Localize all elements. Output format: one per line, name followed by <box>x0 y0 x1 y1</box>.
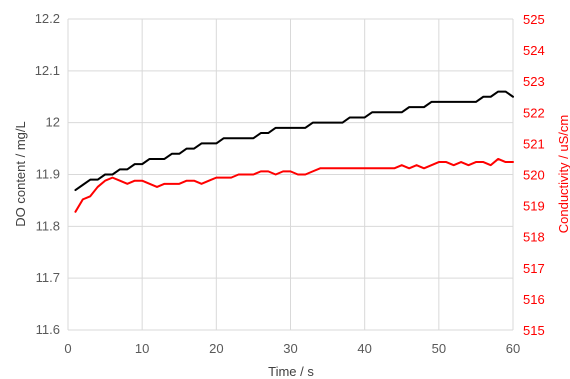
right-tick-label: 515 <box>523 323 545 338</box>
left-tick-label: 12.1 <box>35 63 60 78</box>
right-tick-label: 519 <box>523 199 545 214</box>
x-tick-label: 50 <box>432 341 446 356</box>
x-tick-label: 10 <box>135 341 149 356</box>
x-tick-label: 30 <box>283 341 297 356</box>
right-tick-label: 520 <box>523 168 545 183</box>
x-tick-label: 60 <box>506 341 520 356</box>
right-tick-label: 516 <box>523 292 545 307</box>
right-tick-label: 517 <box>523 261 545 276</box>
right-tick-label: 523 <box>523 74 545 89</box>
x-tick-label: 20 <box>209 341 223 356</box>
right-tick-label: 518 <box>523 230 545 245</box>
left-tick-label: 12.2 <box>35 11 60 26</box>
left-tick-label: 11.8 <box>36 218 60 233</box>
left-tick-label: 11.6 <box>36 322 60 337</box>
conductivity-series-line <box>74 157 514 213</box>
do-content-series-line <box>74 90 514 192</box>
x-tick-label: 40 <box>357 341 371 356</box>
left-tick-label: 11.7 <box>36 270 60 285</box>
grid-lines <box>67 18 514 331</box>
right-tick-label: 525 <box>523 12 545 27</box>
x-tick-label: 0 <box>64 341 71 356</box>
series-lines <box>74 90 514 213</box>
left-axis-ticks: 11.6 11.7 11.8 11.9 12 12.1 12.2 <box>35 11 60 337</box>
right-tick-label: 522 <box>523 105 545 120</box>
right-axis-title: Conductivity / uS/cm <box>556 115 570 234</box>
right-tick-label: 524 <box>523 43 545 58</box>
x-axis-title: Time / s <box>268 364 314 379</box>
left-tick-label: 11.9 <box>36 167 60 182</box>
left-axis-title: DO content / mg/L <box>13 121 28 227</box>
right-axis-ticks: 515 516 517 518 519 520 521 522 523 524 525 <box>523 12 545 338</box>
left-tick-label: 12 <box>46 115 60 130</box>
right-tick-label: 521 <box>523 136 545 151</box>
x-axis-ticks: 0 10 20 30 40 50 60 <box>64 341 520 356</box>
